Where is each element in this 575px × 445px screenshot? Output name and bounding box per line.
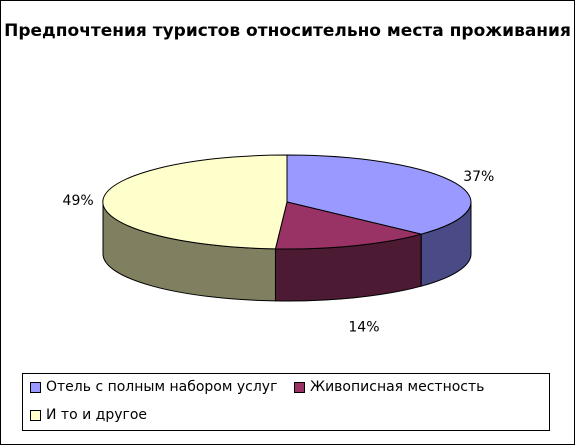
slice-scenic (274, 201, 422, 250)
legend-label-scenic: Живописная местность (310, 379, 485, 395)
data-labels: 37% 14% 49% (63, 169, 495, 335)
data-label-scenic: 14% (348, 319, 379, 335)
legend-swatch-hotel (30, 381, 41, 393)
slice-both (102, 154, 288, 250)
slice-hotel (286, 154, 472, 235)
chart-title: Предпочтения туристов относительно места… (4, 21, 571, 41)
data-label-hotel: 37% (463, 169, 494, 185)
legend-swatch-both (30, 409, 41, 421)
data-label-both: 49% (63, 193, 94, 209)
legend-label-both: И то и другое (46, 407, 148, 423)
legend-item-both: И то и другое (30, 407, 147, 423)
legend-item-hotel: Отель с полным набором услуг (30, 379, 277, 395)
pie-sides (102, 201, 472, 302)
pie-slices (102, 154, 472, 250)
legend-label-hotel: Отель с полным набором услуг (46, 379, 278, 395)
legend-swatch-scenic (294, 381, 305, 393)
legend-item-scenic: Живописная местность (294, 379, 484, 395)
legend: Отель с полным набором услуг Живописная … (22, 373, 550, 431)
